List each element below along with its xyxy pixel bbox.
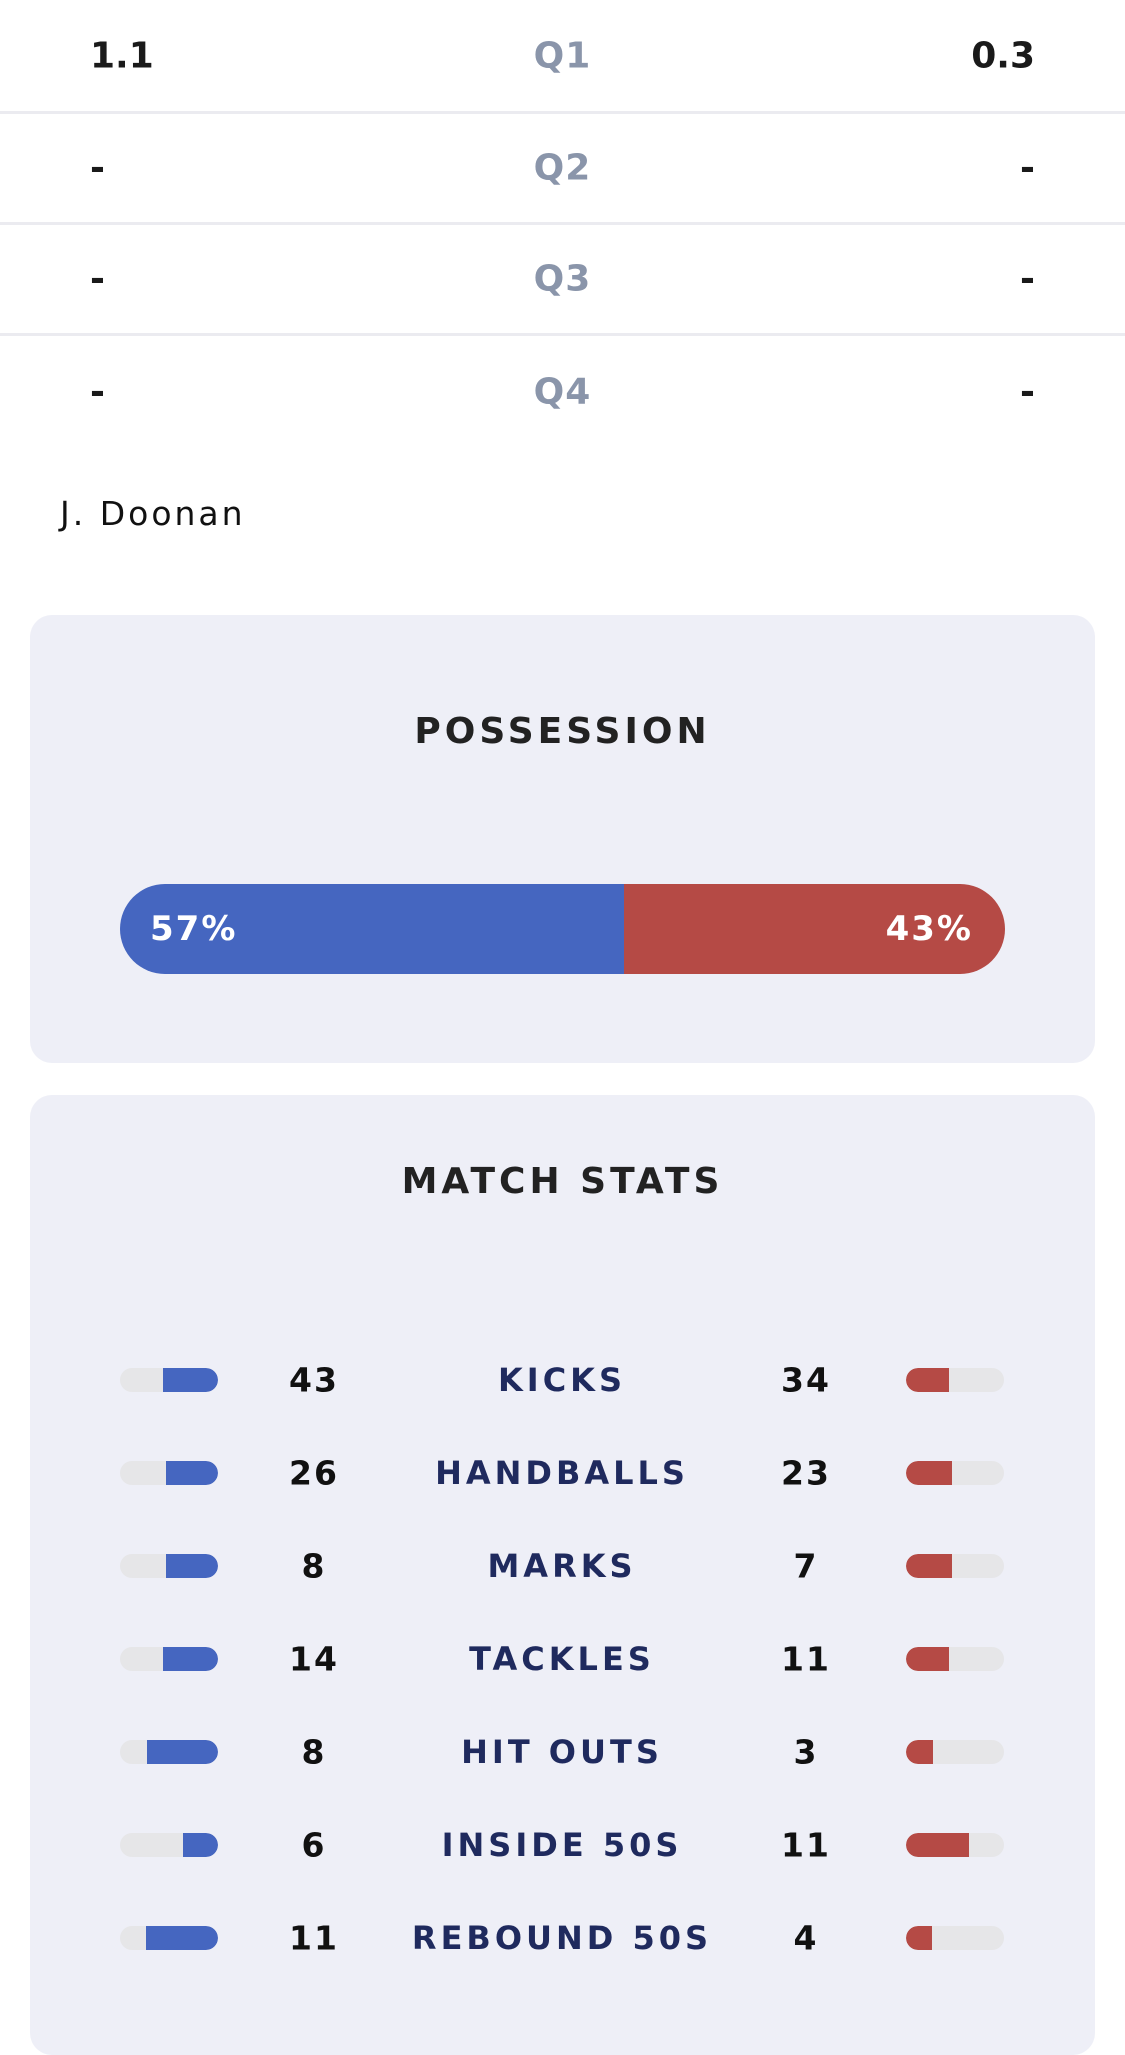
stat-row: 6 INSIDE 50S 11 bbox=[30, 1815, 1095, 1875]
away-stat-value: 23 bbox=[781, 1453, 831, 1493]
away-stat-bar bbox=[906, 1740, 1004, 1764]
stat-label: HANDBALLS bbox=[435, 1454, 689, 1492]
quarter-label: Q2 bbox=[533, 147, 592, 189]
home-stat-bar bbox=[120, 1368, 218, 1392]
home-score: - bbox=[90, 147, 105, 189]
quarter-label: Q3 bbox=[533, 258, 592, 300]
home-stat-value: 8 bbox=[301, 1732, 327, 1772]
quarter-row: - Q2 - bbox=[0, 114, 1125, 225]
stat-label: REBOUND 50S bbox=[411, 1919, 713, 1957]
home-stat-bar bbox=[120, 1926, 218, 1950]
stat-label: KICKS bbox=[497, 1361, 627, 1399]
possession-bar: 57% 43% bbox=[120, 884, 1005, 974]
away-stat-bar bbox=[906, 1554, 1004, 1578]
stat-row: 8 HIT OUTS 3 bbox=[30, 1722, 1095, 1782]
stat-row: 43 KICKS 34 bbox=[30, 1350, 1095, 1410]
stat-label: INSIDE 50S bbox=[441, 1826, 683, 1864]
home-stat-value: 26 bbox=[289, 1453, 339, 1493]
away-stat-value: 7 bbox=[793, 1546, 819, 1586]
home-stat-bar bbox=[120, 1740, 218, 1764]
home-possession: 57% bbox=[120, 884, 625, 974]
home-stat-bar bbox=[120, 1461, 218, 1485]
away-stat-value: 4 bbox=[793, 1918, 819, 1958]
stat-row: 8 MARKS 7 bbox=[30, 1536, 1095, 1596]
possession-title: POSSESSION bbox=[414, 711, 711, 752]
away-stat-bar bbox=[906, 1926, 1004, 1950]
away-stat-value: 34 bbox=[781, 1360, 831, 1400]
quarter-row: - Q4 - bbox=[0, 336, 1125, 447]
possession-card: POSSESSION 57% 43% bbox=[30, 615, 1095, 1063]
match-stats-title: MATCH STATS bbox=[401, 1161, 724, 1202]
stat-row: 11 REBOUND 50S 4 bbox=[30, 1908, 1095, 1968]
away-stat-bar bbox=[906, 1833, 1004, 1857]
home-stat-bar bbox=[120, 1833, 218, 1857]
quarter-row: - Q3 - bbox=[0, 225, 1125, 336]
stat-row: 26 HANDBALLS 23 bbox=[30, 1443, 1095, 1503]
away-score: - bbox=[1020, 258, 1035, 300]
stat-label: MARKS bbox=[487, 1547, 637, 1585]
stat-label: HIT OUTS bbox=[461, 1733, 663, 1771]
away-score: 0.3 bbox=[971, 35, 1035, 76]
away-stat-bar bbox=[906, 1647, 1004, 1671]
quarter-label: Q1 bbox=[533, 35, 592, 76]
quarter-row: 1.1 Q1 0.3 bbox=[0, 0, 1125, 114]
away-score: - bbox=[1020, 147, 1035, 189]
away-stat-value: 3 bbox=[793, 1732, 819, 1772]
home-stat-bar bbox=[120, 1554, 218, 1578]
home-stat-value: 14 bbox=[289, 1639, 339, 1679]
match-stats-card: MATCH STATS 43 KICKS 34 26 HANDBALLS 23 … bbox=[30, 1095, 1095, 2055]
home-score: - bbox=[90, 371, 105, 412]
away-possession: 43% bbox=[624, 884, 1005, 974]
away-score: - bbox=[1020, 371, 1035, 412]
stat-label: TACKLES bbox=[469, 1640, 655, 1678]
away-stat-bar bbox=[906, 1368, 1004, 1392]
away-stat-value: 11 bbox=[781, 1825, 831, 1865]
away-stat-bar bbox=[906, 1461, 1004, 1485]
player-name: J. Doonan bbox=[60, 494, 246, 533]
home-stat-value: 11 bbox=[289, 1918, 339, 1958]
away-stat-value: 11 bbox=[781, 1639, 831, 1679]
home-score: - bbox=[90, 258, 105, 300]
stat-row: 14 TACKLES 11 bbox=[30, 1629, 1095, 1689]
quarter-label: Q4 bbox=[533, 371, 592, 412]
home-score: 1.1 bbox=[90, 35, 154, 76]
home-stat-bar bbox=[120, 1647, 218, 1671]
home-stat-value: 43 bbox=[289, 1360, 339, 1400]
home-stat-value: 6 bbox=[301, 1825, 327, 1865]
home-stat-value: 8 bbox=[301, 1546, 327, 1586]
